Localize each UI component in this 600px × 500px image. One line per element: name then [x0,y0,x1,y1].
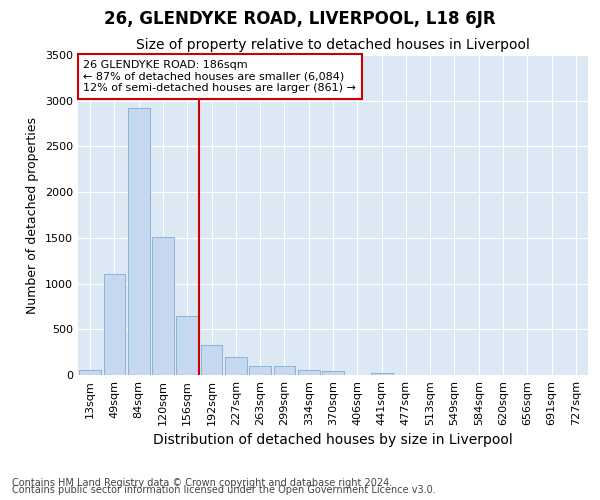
Bar [200,345,223,375]
Title: Size of property relative to detached houses in Liverpool: Size of property relative to detached ho… [136,38,530,52]
Bar [128,108,149,375]
Bar [371,373,392,375]
Text: 26, GLENDYKE ROAD, LIVERPOOL, L18 6JR: 26, GLENDYKE ROAD, LIVERPOOL, L18 6JR [104,10,496,28]
Text: Contains public sector information licensed under the Open Government Licence v3: Contains public sector information licen… [12,485,436,495]
Bar [322,371,344,375]
Bar [274,366,295,375]
Bar [104,274,125,375]
Text: 26 GLENDYKE ROAD: 186sqm
← 87% of detached houses are smaller (6,084)
12% of sem: 26 GLENDYKE ROAD: 186sqm ← 87% of detach… [83,60,356,93]
Y-axis label: Number of detached properties: Number of detached properties [26,116,40,314]
Bar [176,316,198,375]
Bar [298,370,320,375]
Bar [152,237,174,375]
Bar [249,366,271,375]
X-axis label: Distribution of detached houses by size in Liverpool: Distribution of detached houses by size … [153,434,513,448]
Bar [79,370,101,375]
Bar [225,357,247,375]
Text: Contains HM Land Registry data © Crown copyright and database right 2024.: Contains HM Land Registry data © Crown c… [12,478,392,488]
